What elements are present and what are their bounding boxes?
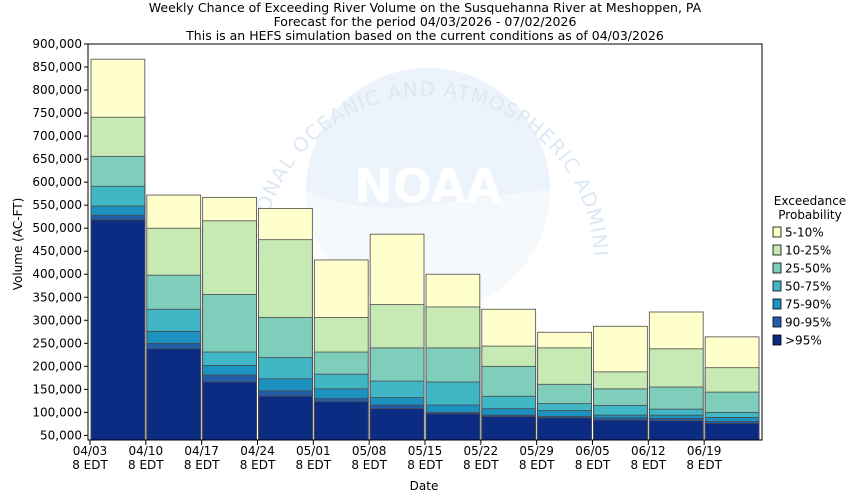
bar-segment-7-week-7 — [425, 413, 481, 441]
legend-entry-label: 90-95% — [785, 316, 831, 330]
y-tick-label: 850,000 — [32, 60, 82, 74]
y-tick-label: 450,000 — [32, 244, 82, 258]
y-tick-label: 500,000 — [32, 221, 82, 235]
bar-segment-7-week-8 — [481, 416, 537, 441]
x-tick-label-time: 8 EDT — [519, 458, 555, 472]
x-tick-label-time: 8 EDT — [575, 458, 611, 472]
y-tick-label: 600,000 — [32, 175, 82, 189]
legend-swatch — [772, 316, 782, 328]
y-tick-label: 700,000 — [32, 129, 82, 143]
chart-title-line-1: Weekly Chance of Exceeding River Volume … — [149, 0, 702, 15]
legend-swatch — [772, 262, 782, 274]
x-tick-label-time: 8 EDT — [72, 458, 108, 472]
x-tick-label-date: 05/22 — [464, 444, 499, 458]
legend-swatch — [772, 280, 782, 292]
bar-segment-7-week-3 — [202, 381, 257, 441]
legend-title-line-1: Exceedance — [774, 194, 846, 208]
legend-title-line-2: Probability — [778, 208, 841, 222]
x-tick-label-date: 04/17 — [184, 444, 219, 458]
x-tick-label-time: 8 EDT — [128, 458, 164, 472]
bar-segment-7-week-9 — [537, 417, 592, 441]
y-axis-label: Volume (AC-FT) — [11, 198, 25, 291]
legend-swatch — [772, 298, 782, 310]
x-tick-label-time: 8 EDT — [407, 458, 443, 472]
bar-segment-7-week-12 — [704, 423, 760, 441]
x-tick-label-date: 05/15 — [408, 444, 443, 458]
legend-entry-label: 10-25% — [785, 244, 831, 258]
noaa-logo-text: NOAA — [354, 159, 502, 213]
legend-entry-label: 25-50% — [785, 262, 831, 276]
x-tick-label-date: 05/08 — [352, 444, 387, 458]
y-tick-label: 50,000 — [40, 428, 82, 442]
x-tick-label-time: 8 EDT — [240, 458, 276, 472]
x-tick-label-date: 06/19 — [687, 444, 722, 458]
y-tick-label: 750,000 — [32, 106, 82, 120]
x-tick-label-time: 8 EDT — [184, 458, 220, 472]
noaa-emblem-circle — [306, 68, 550, 312]
x-tick-label-time: 8 EDT — [686, 458, 722, 472]
bar-segment-7-week-11 — [648, 420, 704, 441]
chart-title-line-3: This is an HEFS simulation based on the … — [185, 28, 664, 43]
x-tick-label-date: 04/10 — [129, 444, 164, 458]
legend-swatch — [772, 244, 782, 256]
bar-segment-7-week-10 — [593, 419, 648, 441]
y-tick-label: 350,000 — [32, 290, 82, 304]
x-tick-label-date: 06/05 — [575, 444, 610, 458]
legend-swatch — [772, 226, 782, 238]
x-tick-label-time: 8 EDT — [631, 458, 667, 472]
x-tick-label-date: 05/29 — [519, 444, 554, 458]
x-tick-label-date: 04/24 — [240, 444, 275, 458]
bar-segment-7-week-4 — [258, 395, 313, 441]
x-tick-label-date: 06/12 — [631, 444, 666, 458]
chart-title-line-2: Forecast for the period 04/03/2026 - 07/… — [274, 14, 577, 29]
legend-swatch — [772, 334, 782, 346]
y-tick-label: 250,000 — [32, 336, 82, 350]
x-tick-label-time: 8 EDT — [351, 458, 387, 472]
x-tick-label-time: 8 EDT — [296, 458, 332, 472]
y-tick-label: 150,000 — [32, 382, 82, 396]
legend-entry-label: 5-10% — [785, 226, 824, 240]
bar-segment-7-week-2 — [146, 348, 202, 441]
y-tick-label: 300,000 — [32, 313, 82, 327]
y-tick-label: 400,000 — [32, 267, 82, 281]
legend-entry-label: >95% — [785, 334, 822, 348]
axes-layer: 50,000 100,000 150,000 200,000 250,000 300,00… — [32, 37, 763, 472]
x-tick-label-date: 05/01 — [296, 444, 331, 458]
bar-segment-7-week-6 — [369, 408, 425, 441]
y-tick-label: 200,000 — [32, 359, 82, 373]
y-tick-label: 800,000 — [32, 83, 82, 97]
legend-entry-label: 50-75% — [785, 280, 831, 294]
y-tick-label: 100,000 — [32, 405, 82, 419]
x-tick-label-date: 04/03 — [73, 444, 108, 458]
x-tick-label-time: 8 EDT — [463, 458, 499, 472]
y-tick-label: 650,000 — [32, 152, 82, 166]
bar-segment-7-week-5 — [313, 401, 369, 441]
bar-segment-7-week-1 — [90, 219, 146, 441]
legend: Exceedance Probability 5-10% 10-25% 25-50%… — [772, 194, 846, 348]
y-tick-label: 900,000 — [32, 37, 82, 51]
y-tick-label: 550,000 — [32, 198, 82, 212]
legend-entry-label: 75-90% — [785, 298, 831, 312]
x-axis-label: Date — [410, 479, 439, 493]
